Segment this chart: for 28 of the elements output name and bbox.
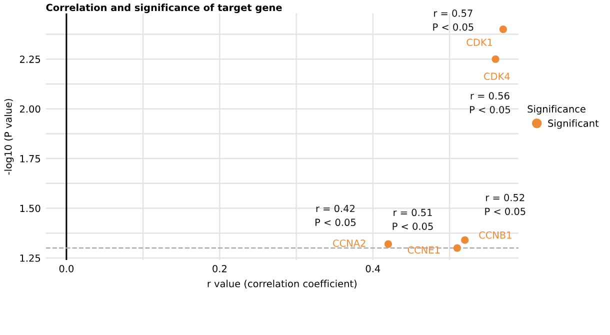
point	[453, 244, 462, 252]
annotation: r = 0.57 P < 0.05	[433, 10, 474, 31]
y-tick-label: 2.25	[20, 56, 40, 63]
y-tick-label: 1.25	[20, 254, 40, 262]
point	[499, 26, 507, 34]
annotation: r = 0.52 P < 0.05	[485, 194, 526, 216]
y-tick-label: 1.50	[20, 204, 40, 212]
annotation: CCNE1	[408, 246, 440, 254]
annotation: r = 0.56 P < 0.05	[470, 92, 510, 114]
point	[492, 55, 500, 63]
point	[461, 236, 469, 244]
annotation: CDK4	[484, 72, 510, 80]
annotation: CDK1	[466, 38, 492, 46]
x-tick-label: 0.0	[59, 264, 74, 272]
point	[384, 240, 392, 248]
chart-title: Correlation and significance of target gene	[46, 4, 282, 14]
legend-label: Significant	[548, 119, 599, 129]
y-tick-label: 1.75	[20, 155, 40, 162]
annotation: CCNA2	[333, 240, 366, 247]
y-axis-title: -log10 (P value)	[4, 99, 14, 175]
annotation: r = 0.42 P < 0.05	[316, 204, 356, 226]
x-tick-label: 0.4	[366, 264, 380, 272]
annotation: CCNB1	[479, 231, 512, 239]
annotation: r = 0.51 P < 0.05	[392, 208, 433, 230]
legend-title: Significance	[528, 105, 586, 115]
x-axis-title: r value (correlation coefficient)	[208, 280, 356, 288]
x-tick-label: 0.2	[212, 264, 226, 272]
y-tick-label: 2.00	[20, 105, 40, 113]
